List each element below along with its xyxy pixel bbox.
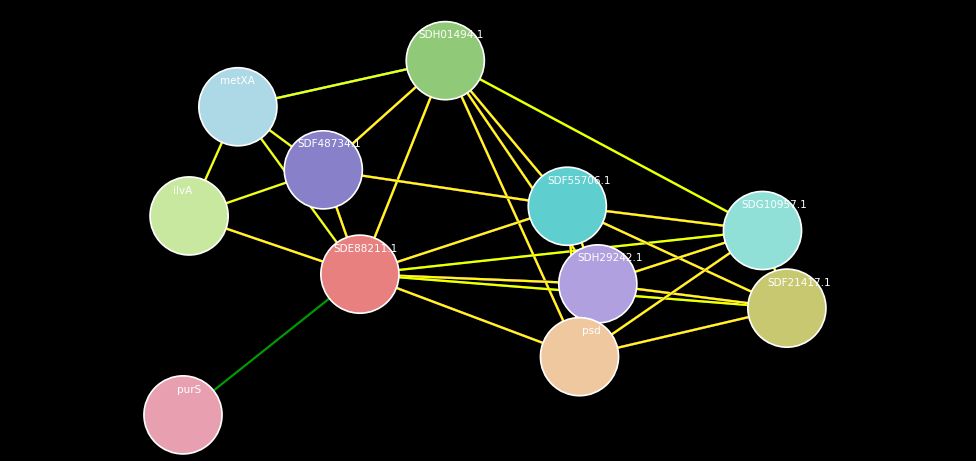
Ellipse shape <box>541 318 619 396</box>
Text: SDF21417.1: SDF21417.1 <box>767 278 831 288</box>
Text: SDG10957.1: SDG10957.1 <box>742 200 807 210</box>
Text: SDH01494.1: SDH01494.1 <box>419 30 484 40</box>
Ellipse shape <box>144 376 223 454</box>
Ellipse shape <box>748 269 826 347</box>
Text: psd: psd <box>583 326 601 336</box>
Text: purS: purS <box>177 384 201 395</box>
Text: SDF55706.1: SDF55706.1 <box>548 176 611 186</box>
Ellipse shape <box>199 68 277 146</box>
Ellipse shape <box>559 245 637 323</box>
Text: SDE88211.1: SDE88211.1 <box>334 244 398 254</box>
Text: SDH29242.1: SDH29242.1 <box>577 254 643 264</box>
Ellipse shape <box>284 131 362 209</box>
Ellipse shape <box>723 191 801 270</box>
Ellipse shape <box>150 177 228 255</box>
Text: ilvA: ilvA <box>174 186 192 195</box>
Ellipse shape <box>321 235 399 313</box>
Text: metXA: metXA <box>221 77 256 86</box>
Ellipse shape <box>406 22 484 100</box>
Ellipse shape <box>528 167 606 245</box>
Text: SDF48734.1: SDF48734.1 <box>298 140 361 149</box>
